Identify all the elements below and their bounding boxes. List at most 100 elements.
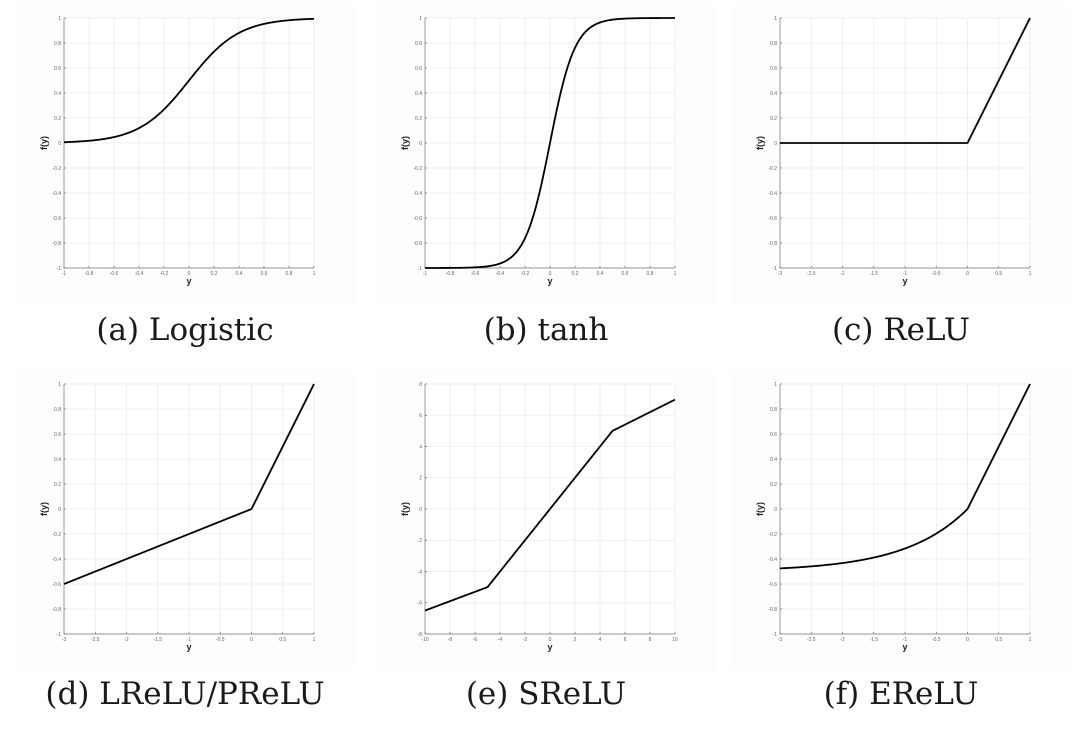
x-tick-label: 0: [188, 271, 191, 277]
y-tick-label: 0.4: [54, 91, 61, 97]
y-tick-label: -1: [57, 632, 62, 638]
x-tick-label: 0.8: [647, 271, 654, 277]
y-tick-label: 1: [419, 16, 422, 22]
y-tick-label: -0.8: [768, 241, 777, 247]
y-tick-label: -0.4: [413, 191, 422, 197]
y-tick-label: -0.8: [52, 241, 61, 247]
y-tick-label: -1: [418, 266, 423, 272]
chart-relu-plot: -3 -2.5 -2 -1.5 -1 -0.5 0 0.5 1 1 0.8 0.6 0.4 0.2 0 -0.…: [731, 5, 1071, 305]
y-tick-label: -0.2: [52, 166, 61, 172]
y-tick-label: 4: [419, 444, 422, 450]
chart-logistic: -1 -0.8 -0.6 -0.4 -0.2 0 0.2 0.4 0.6 0.8 1 1 0.8 0.6 0…: [15, 5, 355, 348]
x-tick-label: -0.2: [521, 271, 530, 277]
y-tick-label: -2: [418, 538, 423, 544]
y-tick-label: 0.8: [770, 407, 777, 413]
y-axis-label: f(y): [755, 502, 765, 516]
x-tick-label: -2: [124, 637, 129, 643]
series-line: [63, 17, 315, 144]
chart-relu: -3 -2.5 -2 -1.5 -1 -0.5 0 0.5 1 1 0.8 0.6 0.4 0.2 0 -0.…: [731, 5, 1071, 348]
x-tick-label: 0: [250, 637, 253, 643]
y-tick-label: 0.2: [54, 116, 61, 122]
y-tick-label: -0.4: [768, 557, 777, 563]
x-tick-label: 1: [1029, 637, 1032, 643]
x-tick-label: -3: [62, 637, 67, 643]
y-tick-label: 0.8: [54, 407, 61, 413]
x-tick-label: -10: [421, 637, 428, 643]
x-tick-label: 1: [1029, 271, 1032, 277]
y-tick-label: 0.2: [770, 116, 777, 122]
x-tick-label: -2: [840, 637, 845, 643]
y-tick-label: -0.2: [413, 166, 422, 172]
caption-relu: (c) ReLU: [831, 312, 971, 348]
x-tick-label: -1.5: [869, 271, 878, 277]
series-line: [63, 383, 315, 585]
series-line: [424, 398, 676, 612]
x-tick-label: -1: [423, 271, 428, 277]
y-tick-label: -0.2: [52, 532, 61, 538]
x-tick-label: -0.6: [110, 271, 119, 277]
y-tick-label: -0.4: [768, 191, 777, 197]
x-tick-label: -3: [778, 637, 783, 643]
y-tick-label: 1: [58, 382, 61, 388]
x-tick-label: 0.5: [279, 637, 286, 643]
y-tick-label: 0: [419, 507, 422, 513]
caption-lrelu-prelu: (d) LReLU/PReLU: [45, 676, 325, 712]
y-tick-label: -0.4: [52, 191, 61, 197]
y-tick-label: 0.6: [770, 432, 777, 438]
x-tick-label: 0: [549, 637, 552, 643]
x-tick-label: 0.6: [622, 271, 629, 277]
y-tick-label: 0.8: [415, 41, 422, 47]
chart-erelu: -3 -2.5 -2 -1.5 -1 -0.5 0 0.5 1 1 0.8 0.6 0.4 0.2 0 -0.…: [731, 371, 1071, 712]
y-tick-label: 0.6: [54, 66, 61, 72]
x-tick-label: -1: [903, 271, 908, 277]
y-tick-label: 0.4: [415, 91, 422, 97]
y-tick-label: 0: [58, 141, 61, 147]
y-tick-label: -0.6: [768, 216, 777, 222]
y-tick-label: -0.4: [52, 557, 61, 563]
y-tick-label: -1: [57, 266, 62, 272]
x-axis-label: y: [902, 642, 907, 652]
x-tick-label: 0: [966, 271, 969, 277]
x-tick-label: 4: [599, 637, 602, 643]
caption-logistic: (a) Logistic: [96, 312, 274, 348]
x-tick-label: -1.5: [869, 637, 878, 643]
x-tick-label: -2.5: [91, 637, 100, 643]
x-axis-label: y: [186, 276, 191, 286]
y-tick-label: 1: [58, 16, 61, 22]
x-tick-label: -0.8: [85, 271, 94, 277]
x-tick-label: -2: [840, 271, 845, 277]
y-tick-label: 6: [419, 413, 422, 419]
caption-tanh: (b) tanh: [483, 312, 609, 348]
x-tick-label: -0.6: [471, 271, 480, 277]
y-tick-label: -0.8: [52, 607, 61, 613]
x-tick-label: 0.2: [572, 271, 579, 277]
y-tick-label: -6: [418, 601, 423, 607]
y-tick-label: 1: [774, 382, 777, 388]
y-axis-label: f(y): [755, 136, 765, 150]
series-line: [780, 17, 1031, 144]
y-tick-label: -0.8: [413, 241, 422, 247]
y-axis-label: f(y): [400, 502, 410, 516]
x-tick-label: 1: [313, 271, 316, 277]
y-tick-label: -4: [418, 569, 423, 575]
x-tick-label: -6: [473, 637, 478, 643]
y-tick-label: -0.6: [413, 216, 422, 222]
y-tick-label: -8: [418, 632, 423, 638]
y-tick-label: -0.2: [768, 166, 777, 172]
chart-tanh: -1 -0.8 -0.6 -0.4 -0.2 0 0.2 0.4 0.6 0.8 1 1 0.8 0.6 0…: [376, 5, 716, 348]
y-tick-label: -0.2: [768, 532, 777, 538]
x-axis-label: y: [547, 276, 552, 286]
chart-logistic-plot: -1 -0.8 -0.6 -0.4 -0.2 0 0.2 0.4 0.6 0.8 1 1 0.8 0.6 0…: [15, 5, 355, 305]
x-tick-label: -0.5: [216, 637, 225, 643]
x-axis-label: y: [902, 276, 907, 286]
y-tick-label: 0.8: [54, 41, 61, 47]
y-tick-label: 0.2: [54, 482, 61, 488]
y-tick-label: 0.2: [770, 482, 777, 488]
y-tick-label: 0.2: [415, 116, 422, 122]
y-tick-label: -0.6: [52, 216, 61, 222]
x-tick-label: -8: [448, 637, 453, 643]
x-tick-label: 0: [549, 271, 552, 277]
series-line: [779, 383, 1031, 570]
y-tick-label: 0: [774, 141, 777, 147]
x-axis-label: y: [547, 642, 552, 652]
